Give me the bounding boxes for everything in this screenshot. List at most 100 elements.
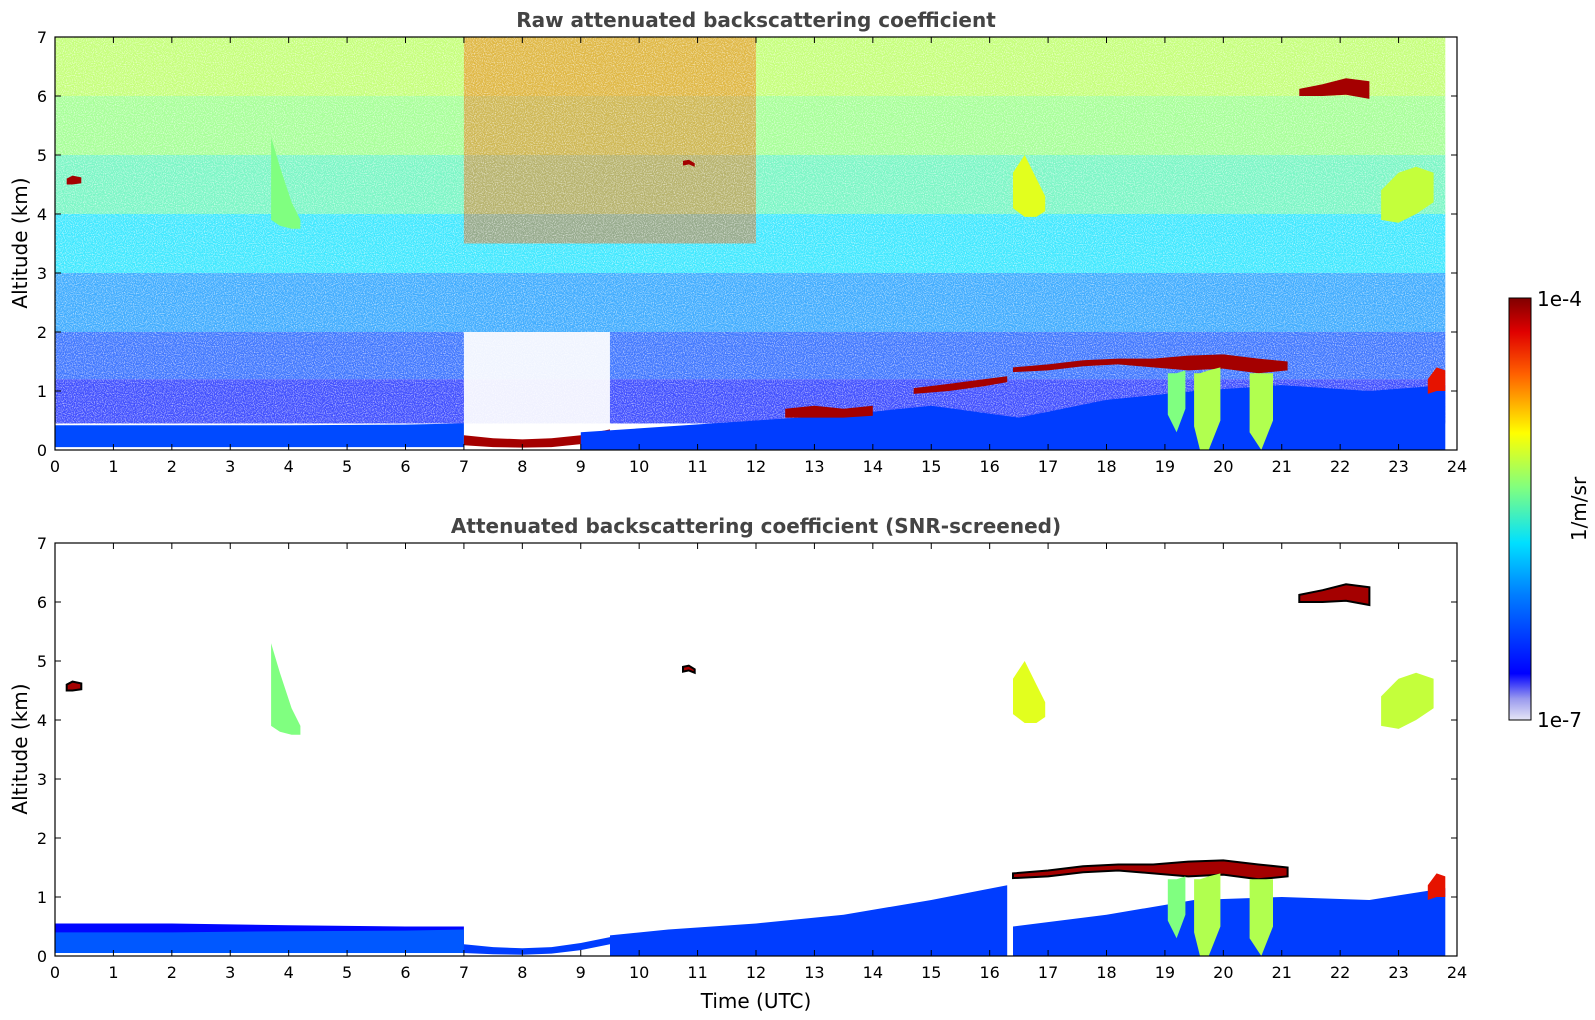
y-tick-label: 2 bbox=[37, 323, 47, 342]
backscatter-layer bbox=[55, 929, 464, 953]
x-tick-label: 23 bbox=[1388, 457, 1408, 476]
backscatter-layer bbox=[1381, 166, 1434, 223]
y-tick-label: 7 bbox=[37, 534, 47, 553]
x-tick-label: 4 bbox=[284, 457, 294, 476]
plot-area-screened: 0 1 2 3 4 5 6 7 8 9 10 11 12 13 14 15 16 17 18 19 20 21 22 23 24… bbox=[37, 534, 1467, 982]
backscatter-layer bbox=[610, 885, 1008, 956]
plot-background bbox=[55, 543, 1457, 956]
y-tick-label: 7 bbox=[37, 28, 47, 47]
x-tick-label: 0 bbox=[50, 457, 60, 476]
backscatter-layer bbox=[682, 664, 696, 675]
backscatter-layer bbox=[463, 429, 610, 448]
x-tick-label: 19 bbox=[1155, 457, 1175, 476]
x-tick-label: 7 bbox=[459, 963, 469, 982]
x-tick-label: 22 bbox=[1330, 963, 1350, 982]
panel-title-raw: Raw attenuated backscattering coefficien… bbox=[516, 8, 996, 32]
y-tick-label: 6 bbox=[37, 87, 47, 106]
x-tick-label: 24 bbox=[1447, 963, 1467, 982]
colorbar-gradient bbox=[1508, 297, 1532, 721]
x-tick-label: 4 bbox=[284, 963, 294, 982]
x-tick-label: 15 bbox=[921, 457, 941, 476]
backscatter-layer bbox=[55, 423, 464, 448]
x-tick-label: 9 bbox=[576, 963, 586, 982]
backscatter-layer bbox=[1427, 873, 1446, 900]
x-tick-label: 13 bbox=[804, 963, 824, 982]
x-tick-label: 12 bbox=[746, 457, 766, 476]
x-axis-label: Time (UTC) bbox=[700, 989, 812, 1013]
x-tick-label: 11 bbox=[687, 457, 707, 476]
backscatter-field bbox=[55, 37, 1457, 450]
backscatter-layer bbox=[913, 376, 1008, 394]
x-tick-label: 8 bbox=[517, 457, 527, 476]
x-tick-label: 5 bbox=[342, 963, 352, 982]
y-tick-label: 4 bbox=[37, 711, 47, 730]
attenuated-gap bbox=[463, 332, 610, 436]
x-tick-label: 6 bbox=[400, 963, 410, 982]
x-tick-label: 14 bbox=[863, 963, 883, 982]
y-tick-label: 5 bbox=[37, 146, 47, 165]
y-axis-label-screened: Altitude (km) bbox=[8, 683, 32, 814]
y-tick-label: 0 bbox=[37, 947, 47, 966]
x-tick-label: 14 bbox=[863, 457, 883, 476]
backscatter-layer bbox=[1167, 370, 1186, 433]
x-tick-label: 22 bbox=[1330, 457, 1350, 476]
backscatter-layer bbox=[1427, 367, 1446, 394]
x-tick-label: 19 bbox=[1155, 963, 1175, 982]
x-tick-label: 2 bbox=[167, 963, 177, 982]
colorbar-unit-label: 1/m/sr bbox=[1567, 476, 1591, 541]
x-tick-label: 18 bbox=[1096, 963, 1116, 982]
x-tick-label: 17 bbox=[1038, 457, 1058, 476]
backscatter-layer bbox=[1299, 78, 1370, 99]
x-tick-label: 5 bbox=[342, 457, 352, 476]
colorbar-max-label: 1e-4 bbox=[1537, 287, 1582, 311]
y-tick-label: 1 bbox=[37, 382, 47, 401]
y-tick-label: 2 bbox=[37, 829, 47, 848]
panel-screened: Attenuated backscattering coefficient (S… bbox=[8, 514, 1467, 1013]
x-tick-label: 12 bbox=[746, 963, 766, 982]
backscatter-layer bbox=[1194, 873, 1221, 956]
x-tick-label: 20 bbox=[1213, 457, 1233, 476]
backscatter-layer bbox=[271, 137, 301, 229]
plot-area-raw: 0 1 2 3 4 5 6 7 8 9 10 11 12 13 14 15 16 17 18 19 20 21 22 23 24… bbox=[37, 28, 1467, 476]
x-tick-label: 3 bbox=[225, 457, 235, 476]
x-tick-label: 16 bbox=[979, 457, 999, 476]
x-tick-label: 2 bbox=[167, 457, 177, 476]
backscatter-field bbox=[55, 583, 1446, 956]
panel-title-screened: Attenuated backscattering coefficient (S… bbox=[451, 514, 1061, 538]
y-tick-label: 3 bbox=[37, 264, 47, 283]
backscatter-layer bbox=[1013, 155, 1046, 217]
x-tick-label: 0 bbox=[50, 963, 60, 982]
x-tick-label: 3 bbox=[225, 963, 235, 982]
backscatter-layer bbox=[65, 680, 83, 692]
x-tick-label: 9 bbox=[576, 457, 586, 476]
y-axis-label-raw: Altitude (km) bbox=[8, 177, 32, 308]
x-tick-label: 21 bbox=[1272, 963, 1292, 982]
panel-raw: Raw attenuated backscattering coefficien… bbox=[8, 8, 1467, 476]
x-tick-label: 8 bbox=[517, 963, 527, 982]
x-tick-label: 13 bbox=[804, 457, 824, 476]
y-tick-label: 5 bbox=[37, 652, 47, 671]
x-tick-label: 6 bbox=[400, 457, 410, 476]
backscatter-layer bbox=[1381, 672, 1434, 729]
backscatter-layer bbox=[1249, 879, 1273, 956]
x-tick-label: 23 bbox=[1388, 963, 1408, 982]
colorbar: 1e-4 1e-7 1/m/sr bbox=[1508, 287, 1591, 732]
x-tick-label: 1 bbox=[108, 963, 118, 982]
x-tick-label: 1 bbox=[108, 457, 118, 476]
y-tick-label: 4 bbox=[37, 205, 47, 224]
x-tick-label: 11 bbox=[687, 963, 707, 982]
x-tick-label: 18 bbox=[1096, 457, 1116, 476]
backscatter-layer bbox=[1013, 661, 1046, 723]
colorbar-min-label: 1e-7 bbox=[1537, 708, 1582, 732]
backscatter-layer bbox=[271, 643, 301, 735]
x-tick-label: 10 bbox=[629, 963, 649, 982]
x-tick-label: 20 bbox=[1213, 963, 1233, 982]
backscatter-layer bbox=[1249, 373, 1273, 450]
backscatter-layer bbox=[683, 159, 695, 167]
x-tick-label: 15 bbox=[921, 963, 941, 982]
backscatter-layer bbox=[1013, 888, 1446, 956]
y-tick-label: 3 bbox=[37, 770, 47, 789]
backscatter-layer bbox=[1167, 876, 1186, 939]
backscatter-layer bbox=[463, 937, 610, 955]
